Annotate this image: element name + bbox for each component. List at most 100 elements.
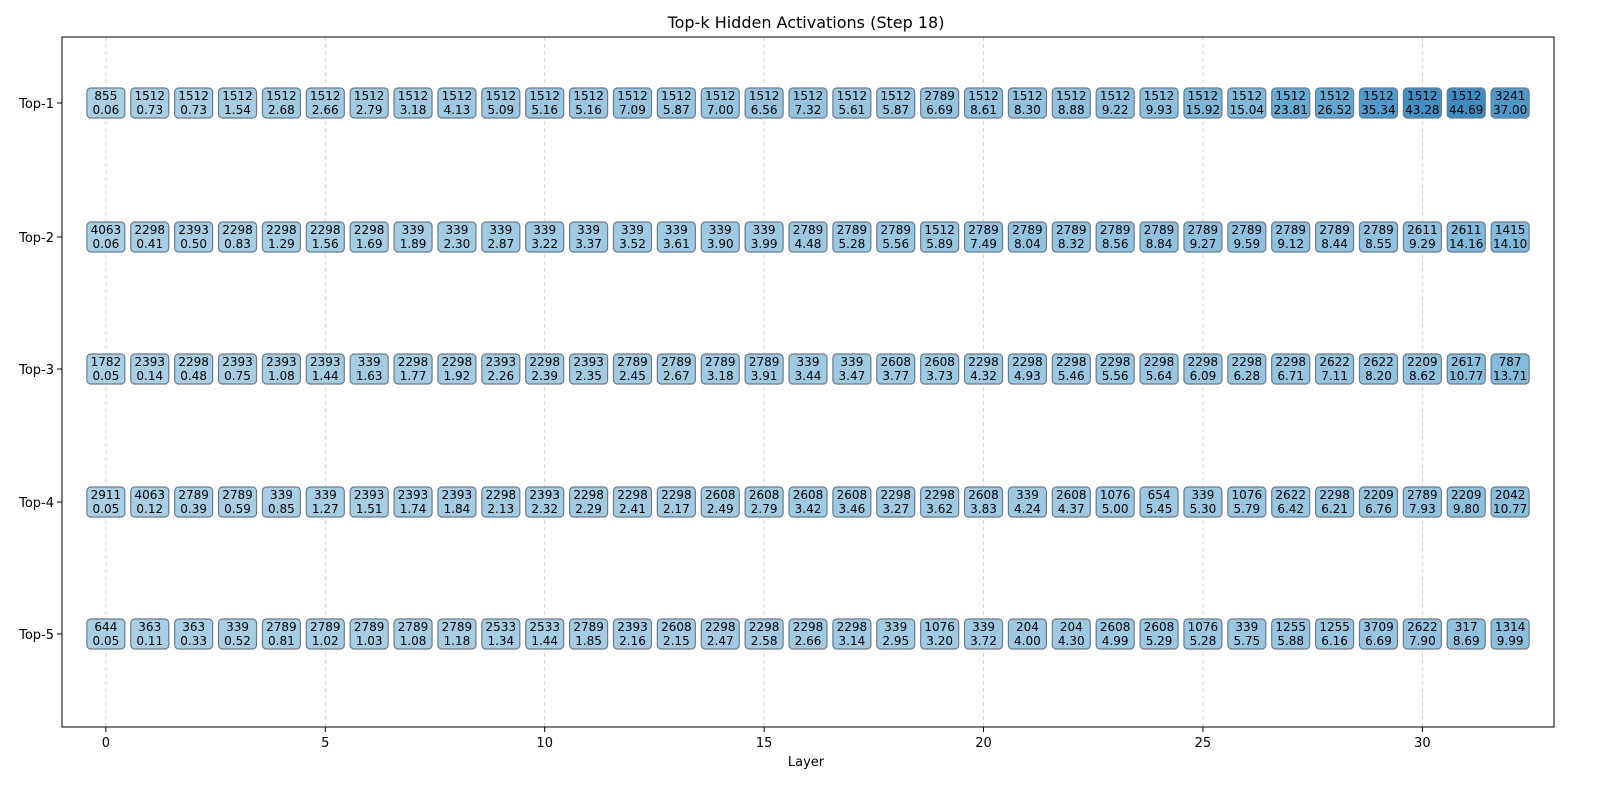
cell-activation-value: 44.69 bbox=[1449, 103, 1483, 117]
cell-box bbox=[832, 486, 872, 518]
cell-activation-value: 5.16 bbox=[531, 103, 558, 117]
cell-box bbox=[1183, 618, 1223, 650]
cell-token-id: 2789 bbox=[1319, 223, 1350, 237]
cell-token-id: 1512 bbox=[1451, 89, 1482, 103]
cell-box bbox=[1051, 486, 1091, 518]
cell-token-id: 2298 bbox=[266, 223, 297, 237]
cell-token-id: 339 bbox=[1235, 620, 1258, 634]
cell-activation-value: 2.79 bbox=[751, 502, 778, 516]
cell-box bbox=[1358, 87, 1399, 119]
cell-token-id: 339 bbox=[577, 223, 600, 237]
cell-activation-value: 8.62 bbox=[1409, 369, 1436, 383]
cell-activation-value: 3.14 bbox=[839, 634, 866, 648]
cell-activation-value: 1.29 bbox=[268, 237, 295, 251]
cell-token-id: 2393 bbox=[529, 488, 560, 502]
cell-token-id: 339 bbox=[884, 620, 907, 634]
cell-box bbox=[349, 87, 389, 119]
cell-token-id: 644 bbox=[94, 620, 117, 634]
cell-activation-value: 2.35 bbox=[575, 369, 602, 383]
cell-token-id: 2298 bbox=[573, 488, 604, 502]
cell-activation-value: 6.16 bbox=[1321, 634, 1348, 648]
cell-token-id: 2298 bbox=[924, 488, 955, 502]
cell-box bbox=[393, 87, 433, 119]
cell-activation-value: 3.77 bbox=[882, 369, 909, 383]
cell-box bbox=[1139, 353, 1179, 385]
cell-box bbox=[174, 618, 214, 650]
cell-activation-value: 8.88 bbox=[1058, 103, 1085, 117]
cell-token-id: 2393 bbox=[486, 355, 517, 369]
cell-activation-value: 4.99 bbox=[1102, 634, 1129, 648]
cell-box bbox=[744, 618, 784, 650]
cell-token-id: 2789 bbox=[1012, 223, 1043, 237]
cell-box bbox=[525, 618, 565, 650]
cell-token-id: 339 bbox=[270, 488, 293, 502]
cell-box bbox=[261, 221, 302, 253]
cell-token-id: 2298 bbox=[837, 620, 868, 634]
cell-activation-value: 3.27 bbox=[882, 502, 909, 516]
cell-activation-value: 1.08 bbox=[400, 634, 427, 648]
cell-activation-value: 0.50 bbox=[180, 237, 207, 251]
cell-activation-value: 15.04 bbox=[1230, 103, 1264, 117]
cell-box bbox=[525, 87, 565, 119]
cell-activation-value: 3.46 bbox=[839, 502, 866, 516]
cell-token-id: 2622 bbox=[1363, 355, 1394, 369]
cell-token-id: 1512 bbox=[968, 89, 999, 103]
cell-box bbox=[1446, 353, 1486, 385]
cell-activation-value: 8.04 bbox=[1014, 237, 1041, 251]
cell-token-id: 1512 bbox=[1144, 89, 1175, 103]
cell-activation-value: 8.69 bbox=[1453, 634, 1480, 648]
cell-activation-value: 5.88 bbox=[1277, 634, 1304, 648]
cell-activation-value: 8.61 bbox=[970, 103, 997, 117]
cell-token-id: 1512 bbox=[398, 89, 429, 103]
cell-token-id: 2393 bbox=[134, 355, 165, 369]
cell-box bbox=[217, 87, 258, 119]
cell-token-id: 2608 bbox=[1100, 620, 1131, 634]
cell-box bbox=[437, 87, 477, 119]
cell-activation-value: 2.15 bbox=[663, 634, 690, 648]
cell-box bbox=[1314, 353, 1355, 385]
cell-token-id: 2608 bbox=[1144, 620, 1175, 634]
cell-token-id: 339 bbox=[489, 223, 512, 237]
cell-token-id: 339 bbox=[753, 223, 776, 237]
cell-activation-value: 1.54 bbox=[224, 103, 251, 117]
cell-box bbox=[1007, 486, 1048, 518]
cell-activation-value: 5.00 bbox=[1102, 502, 1129, 516]
cell-box bbox=[1139, 486, 1179, 518]
cell-box bbox=[568, 618, 609, 650]
cell-token-id: 855 bbox=[94, 89, 117, 103]
cell-token-id: 2298 bbox=[1319, 488, 1350, 502]
cell-token-id: 1512 bbox=[1275, 89, 1306, 103]
cell-box bbox=[700, 353, 740, 385]
cell-token-id: 2298 bbox=[1056, 355, 1087, 369]
cell-token-id: 4063 bbox=[134, 488, 165, 502]
cell-token-id: 1512 bbox=[178, 89, 209, 103]
cell-activation-value: 2.16 bbox=[619, 634, 646, 648]
cell-box bbox=[261, 353, 302, 385]
cell-token-id: 1512 bbox=[749, 89, 780, 103]
cell-activation-value: 5.75 bbox=[1233, 634, 1260, 648]
cell-activation-value: 1.63 bbox=[356, 369, 383, 383]
cell-box bbox=[832, 618, 872, 650]
